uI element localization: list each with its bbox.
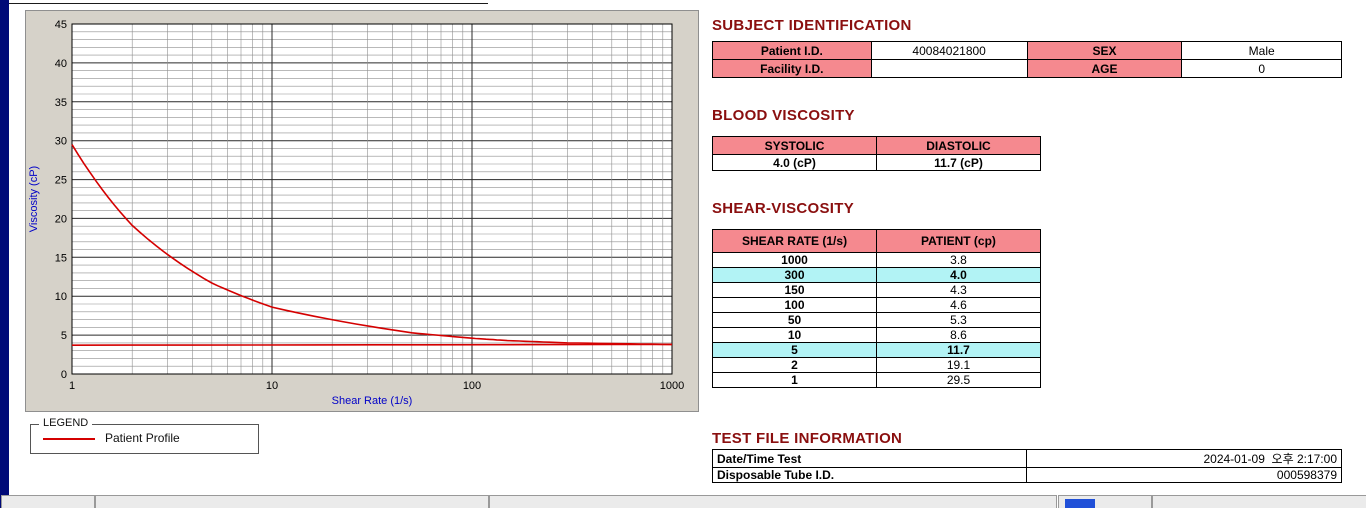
patient-id-value: 40084021800: [870, 41, 1028, 60]
patient-cp-cell: 4.0: [876, 267, 1041, 283]
svg-text:20: 20: [55, 213, 67, 225]
viscosity-chart: 0 5 10 15 20 25 30 35 40 45 1 10 100 1000 Shear Rate (…: [28, 19, 684, 407]
bottom-button-fragment[interactable]: [1, 495, 95, 508]
subject-identification-table: Patient I.D. 40084021800 SEX Male Facili…: [712, 41, 1342, 78]
shear-rate-cell: 100: [712, 297, 877, 313]
shear-rate-cell: 300: [712, 267, 877, 283]
shear-rate-cell: 5: [712, 342, 877, 358]
shear-rate-cell: 50: [712, 312, 877, 328]
svg-text:15: 15: [55, 252, 67, 264]
patient-cp-cell: 4.6: [876, 297, 1041, 313]
shear-row: 100 4.6: [712, 297, 1041, 313]
shear-viscosity-table: SHEAR RATE (1/s) PATIENT (cp) 1000 3.8 3…: [712, 229, 1041, 388]
shear-viscosity-heading: SHEAR-VISCOSITY: [712, 200, 855, 217]
svg-text:40: 40: [55, 58, 67, 70]
shear-rate-header: SHEAR RATE (1/s): [712, 229, 877, 253]
svg-text:35: 35: [55, 97, 67, 109]
patient-cp-cell: 11.7: [876, 342, 1041, 358]
legend-title: LEGEND: [39, 417, 93, 429]
shear-row: 2 19.1: [712, 357, 1041, 373]
svg-text:25: 25: [55, 175, 67, 187]
age-label: AGE: [1026, 59, 1183, 78]
patient-cp-cell: 8.6: [876, 327, 1041, 343]
shear-row: 300 4.0: [712, 267, 1041, 283]
report-panel: SUBJECT IDENTIFICATION Patient I.D. 4008…: [711, 0, 1342, 508]
svg-text:1: 1: [69, 380, 75, 392]
disposable-tube-id-label: Disposable Tube I.D.: [711, 467, 1028, 483]
age-value: 0: [1181, 59, 1342, 78]
test-file-information-table: Date/Time Test 2024-01-09 오후 2:17:00 Dis…: [711, 449, 1342, 483]
shear-row: 10 8.6: [712, 327, 1041, 343]
svg-text:100: 100: [463, 380, 481, 392]
svg-text:0: 0: [61, 369, 67, 381]
table-row: Disposable Tube I.D. 000598379: [711, 467, 1342, 483]
blood-viscosity-heading: BLOOD VISCOSITY: [712, 107, 855, 124]
subject-identification-heading: SUBJECT IDENTIFICATION: [712, 17, 912, 34]
facility-id-label: Facility I.D.: [712, 59, 872, 78]
blue-icon: [1065, 499, 1095, 508]
patient-cp-cell: 19.1: [876, 357, 1041, 373]
sex-value: Male: [1181, 41, 1342, 60]
sex-label: SEX: [1026, 41, 1183, 60]
patient-profile-line-swatch: [43, 438, 95, 440]
shear-rate-cell: 10: [712, 327, 877, 343]
svg-text:10: 10: [266, 380, 278, 392]
date-time-test-value: 2024-01-09 오후 2:17:00: [1026, 449, 1342, 468]
viscosity-chart-panel: 0 5 10 15 20 25 30 35 40 45 1 10 100 1000 Shear Rate (…: [25, 10, 699, 412]
svg-text:5: 5: [61, 330, 67, 342]
patient-cp-cell: 4.3: [876, 282, 1041, 298]
table-row: Date/Time Test 2024-01-09 오후 2:17:00: [711, 449, 1342, 468]
legend-box: LEGEND Patient Profile: [30, 417, 259, 454]
table-header-row: SYSTOLIC DIASTOLIC: [712, 136, 1041, 155]
bottom-panel-fragment: [1152, 495, 1366, 508]
shear-rate-cell: 1000: [712, 252, 877, 268]
patient-cp-cell: 29.5: [876, 372, 1041, 388]
bottom-panel-fragment: [95, 495, 489, 508]
table-row: Facility I.D. AGE 0: [712, 59, 1342, 78]
shear-row: 50 5.3: [712, 312, 1041, 328]
shear-rate-cell: 150: [712, 282, 877, 298]
systolic-header: SYSTOLIC: [712, 136, 877, 155]
bottom-button-fragment[interactable]: [1058, 495, 1152, 508]
disposable-tube-id-value: 000598379: [1026, 467, 1342, 483]
patient-id-label: Patient I.D.: [712, 41, 872, 60]
patient-cp-cell: 3.8: [876, 252, 1041, 268]
shear-row: 1000 3.8: [712, 252, 1041, 268]
facility-id-value: [870, 59, 1028, 78]
svg-text:45: 45: [55, 19, 67, 31]
window-edge-strip: [0, 0, 9, 508]
table-row: Patient I.D. 40084021800 SEX Male: [712, 41, 1342, 60]
test-file-information-heading: TEST FILE INFORMATION: [712, 430, 903, 447]
table-header-row: SHEAR RATE (1/s) PATIENT (cp): [712, 229, 1041, 253]
svg-text:30: 30: [55, 136, 67, 148]
svg-text:1000: 1000: [660, 380, 684, 392]
svg-text:Shear Rate (1/s): Shear Rate (1/s): [332, 395, 413, 407]
svg-text:10: 10: [55, 291, 67, 303]
shear-rate-cell: 1: [712, 372, 877, 388]
shear-row: 1 29.5: [712, 372, 1041, 388]
legend-entry-label: Patient Profile: [105, 431, 180, 445]
diastolic-value: 11.7 (cP): [876, 154, 1041, 171]
patient-cp-cell: 5.3: [876, 312, 1041, 328]
diastolic-header: DIASTOLIC: [876, 136, 1041, 155]
top-border-line: [9, 3, 488, 4]
blood-viscosity-table: SYSTOLIC DIASTOLIC 4.0 (cP) 11.7 (cP): [712, 136, 1041, 171]
date-time-test-label: Date/Time Test: [711, 449, 1028, 468]
table-row: 4.0 (cP) 11.7 (cP): [712, 154, 1041, 171]
systolic-value: 4.0 (cP): [712, 154, 877, 171]
shear-rate-cell: 2: [712, 357, 877, 373]
svg-text:Viscosity (cP): Viscosity (cP): [28, 166, 40, 232]
shear-row: 5 11.7: [712, 342, 1041, 358]
bottom-panel-fragment: [489, 495, 1057, 508]
patient-cp-header: PATIENT (cp): [876, 229, 1041, 253]
shear-row: 150 4.3: [712, 282, 1041, 298]
